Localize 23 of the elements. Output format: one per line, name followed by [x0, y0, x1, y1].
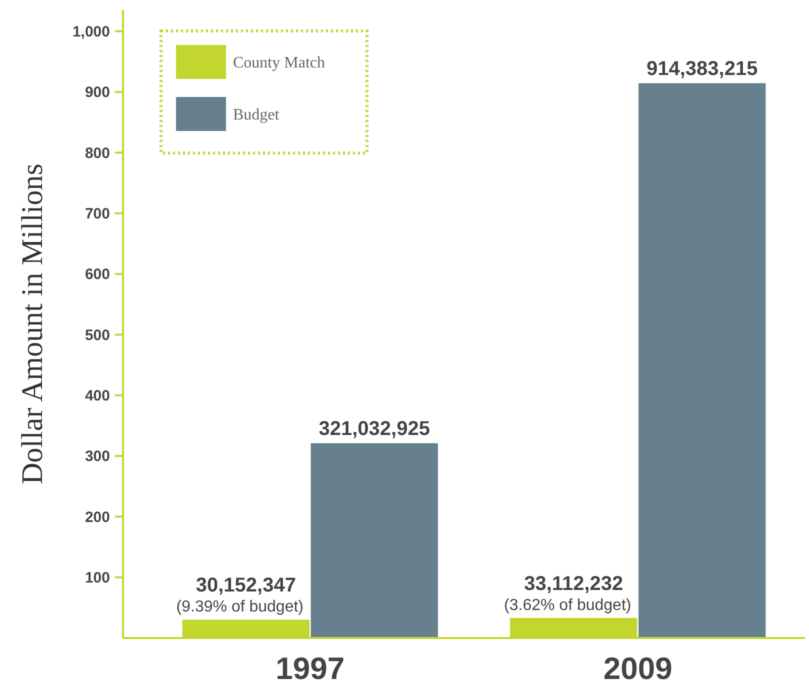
- annotation: (3.62% of budget): [504, 596, 632, 614]
- bar: [310, 443, 438, 638]
- y-tick-label: 900: [84, 84, 110, 102]
- annotation: 321,032,925: [318, 418, 430, 440]
- y-tick-label: 700: [84, 206, 110, 223]
- y-tick-label: 600: [84, 266, 110, 284]
- y-tick-label: 200: [84, 508, 110, 526]
- y-tick-label: 100: [84, 570, 110, 587]
- bar: [638, 83, 766, 638]
- legend-label: County Match: [233, 54, 325, 72]
- y-axis-title: Dollar Amount in Millions: [16, 164, 49, 484]
- x-tick-label: 2009: [603, 651, 672, 686]
- annotation: 30,152,347: [196, 574, 296, 597]
- legend-label: Budget: [233, 106, 280, 124]
- y-tick-label: 1,000: [72, 23, 110, 40]
- y-tick-label: 500: [84, 326, 110, 344]
- y-tick-label: 300: [84, 448, 110, 466]
- x-tick-label: 1997: [276, 651, 345, 686]
- y-tick-label: 800: [84, 144, 110, 162]
- y-tick-label: 400: [84, 388, 110, 405]
- annotation: (9.39% of budget): [176, 598, 304, 616]
- annotation: 33,112,232: [524, 572, 624, 595]
- annotation: 914,383,215: [646, 58, 758, 80]
